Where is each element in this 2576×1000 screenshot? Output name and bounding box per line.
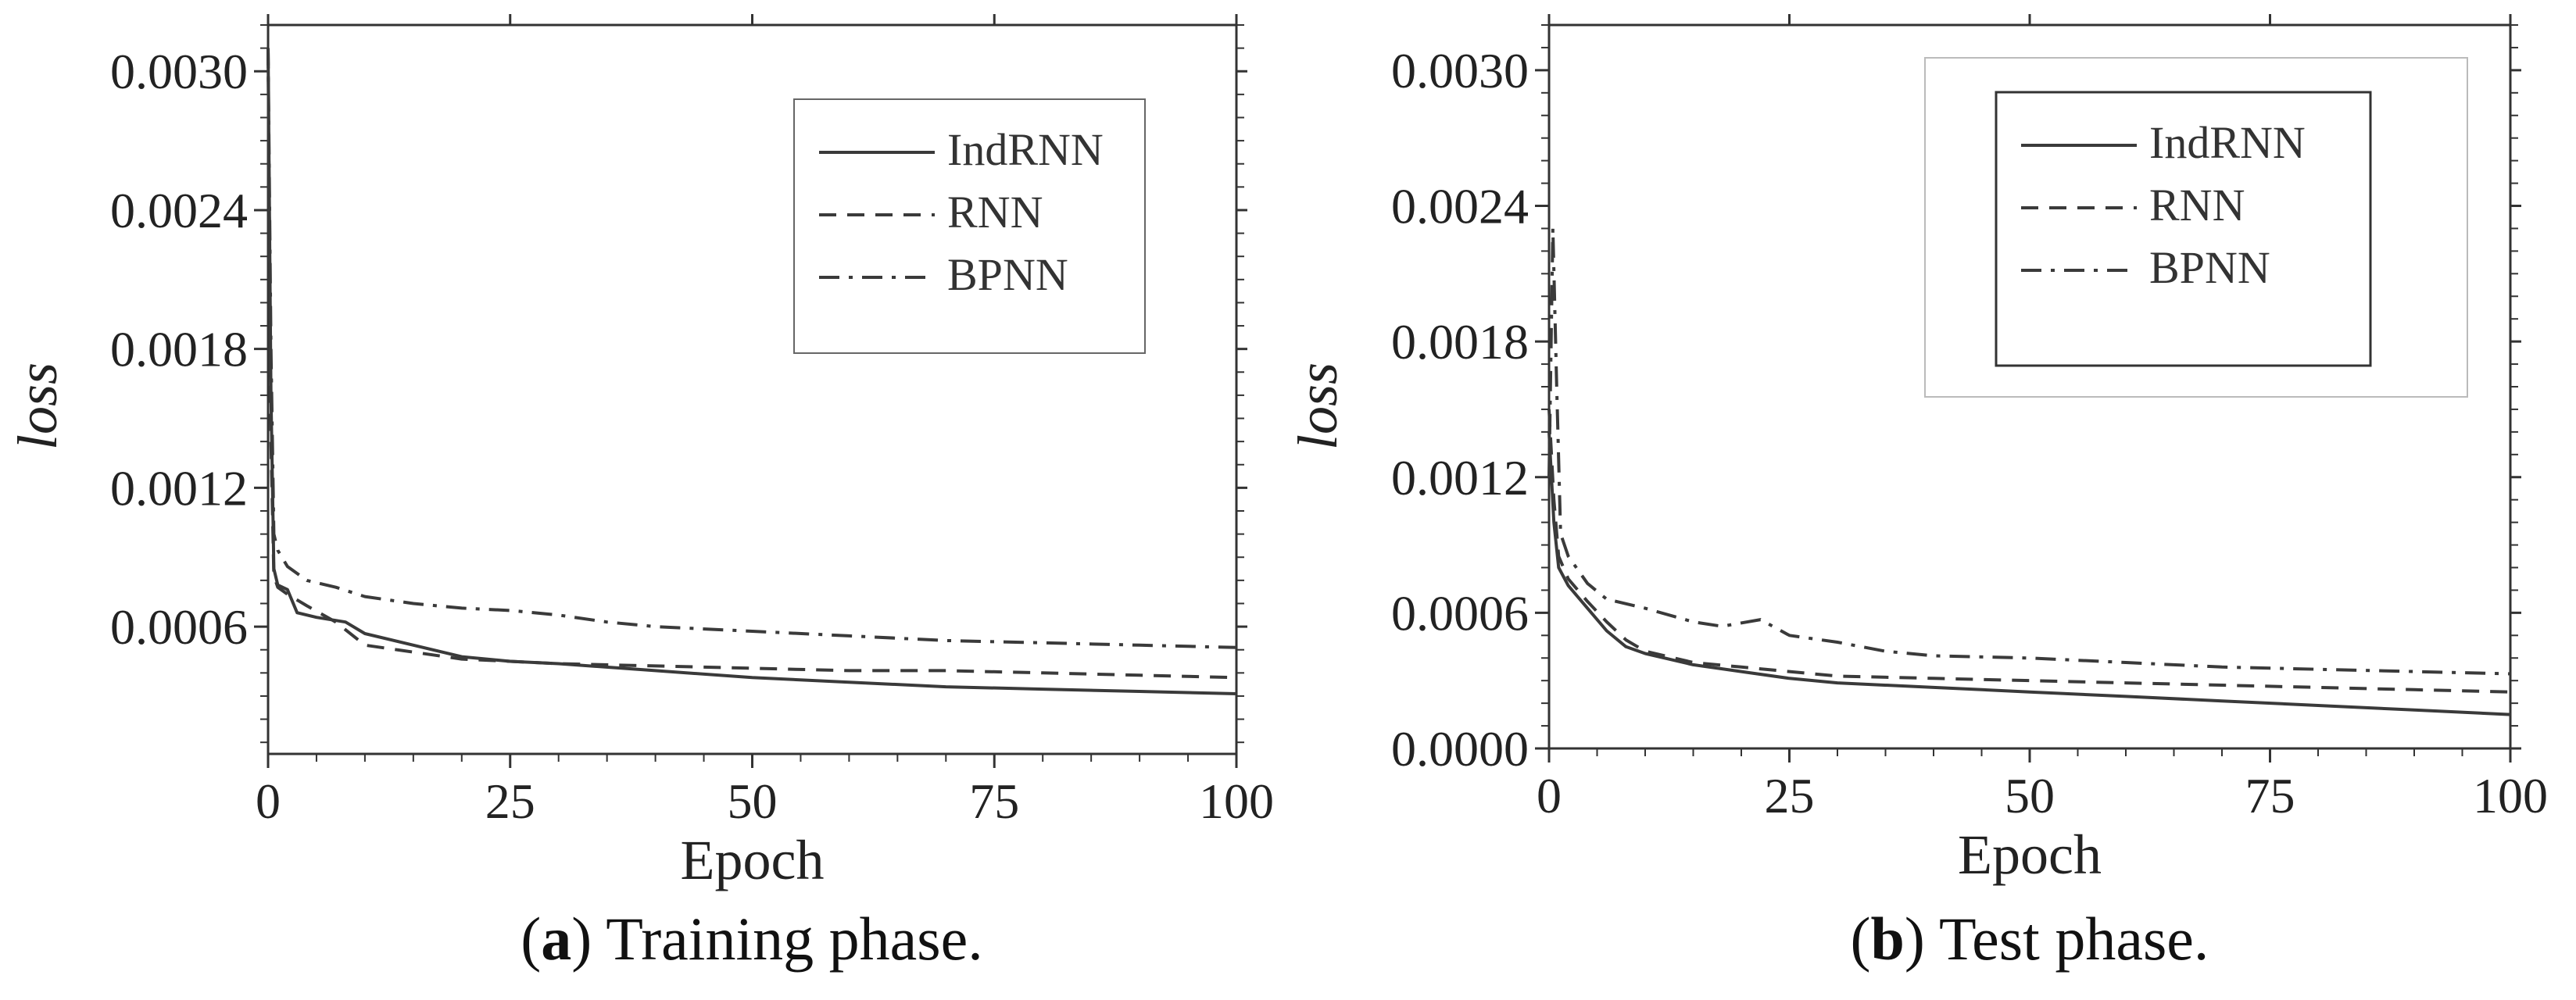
legend-label-bpnn: BPNN [947,249,1068,300]
legend-label-indrnn: IndRNN [2149,117,2306,168]
caption-text: ) Test phase. [1905,905,2209,973]
y-tick-label: 0.0030 [110,44,248,99]
chart-a: 0 25 50 75 100 0.0006 0.0012 0.0018 0.0024 0.0030… [6,14,1274,973]
y-tick-label: 0.0030 [1391,43,1529,98]
y-tick-label: 0.0024 [110,183,248,238]
caption-letter: a [541,905,571,973]
y-tick-label: 0.0006 [110,599,248,655]
legend-box [1995,91,2372,367]
y-tick-label: 0.0018 [1391,314,1529,370]
series-line-rnn [267,48,1237,680]
series-line-indrnn [267,48,1237,695]
caption-letter: b [1871,905,1905,973]
x-tick-label: 100 [1199,773,1274,829]
legend-label-bpnn: BPNN [2149,242,2270,293]
x-tick-label: 50 [2005,768,2055,823]
x-tick-label: 100 [2473,768,2548,823]
y-tick-label: 0.0018 [110,322,248,377]
x-axis-label: Epoch [681,829,825,891]
series-line-rnn [1547,409,2511,694]
x-axis-label: Epoch [1958,823,2102,886]
y-tick-label: 0.0012 [1391,450,1529,505]
x-tick-label: 25 [1765,768,1815,823]
legend-label-rnn: RNN [2149,180,2245,230]
caption-b: (b) Test phase. [1851,905,2209,973]
caption-a: (a) Training phase. [521,905,982,973]
legend-box [793,98,1146,354]
chart-b: 0 25 50 75 100 0.0000 0.0006 0.0012 0.0018 0.0024… [1286,14,2548,973]
series-line-bpnn [267,48,1237,649]
caption-text: ) Training phase. [571,905,983,973]
legend-label-indrnn: IndRNN [947,124,1104,175]
y-tick-label: 0.0024 [1391,179,1529,234]
y-tick-label: 0.0000 [1391,721,1529,777]
caption-open: ( [1851,905,1871,973]
x-tick-label: 0 [1537,768,1562,823]
x-tick-label: 75 [2245,768,2295,823]
y-axis-label: loss [1286,362,1349,450]
caption-open: ( [521,905,541,973]
x-tick-label: 0 [256,773,281,829]
x-tick-label: 25 [485,773,535,829]
series-line-indrnn [1547,431,2511,716]
legend-label-rnn: RNN [947,187,1043,238]
x-tick-label: 75 [969,773,1019,829]
y-tick-label: 0.0012 [110,460,248,516]
series-line-bpnn [1547,227,2511,676]
x-tick-label: 50 [728,773,778,829]
y-axis-label: loss [6,362,69,450]
y-tick-label: 0.0006 [1391,585,1529,641]
